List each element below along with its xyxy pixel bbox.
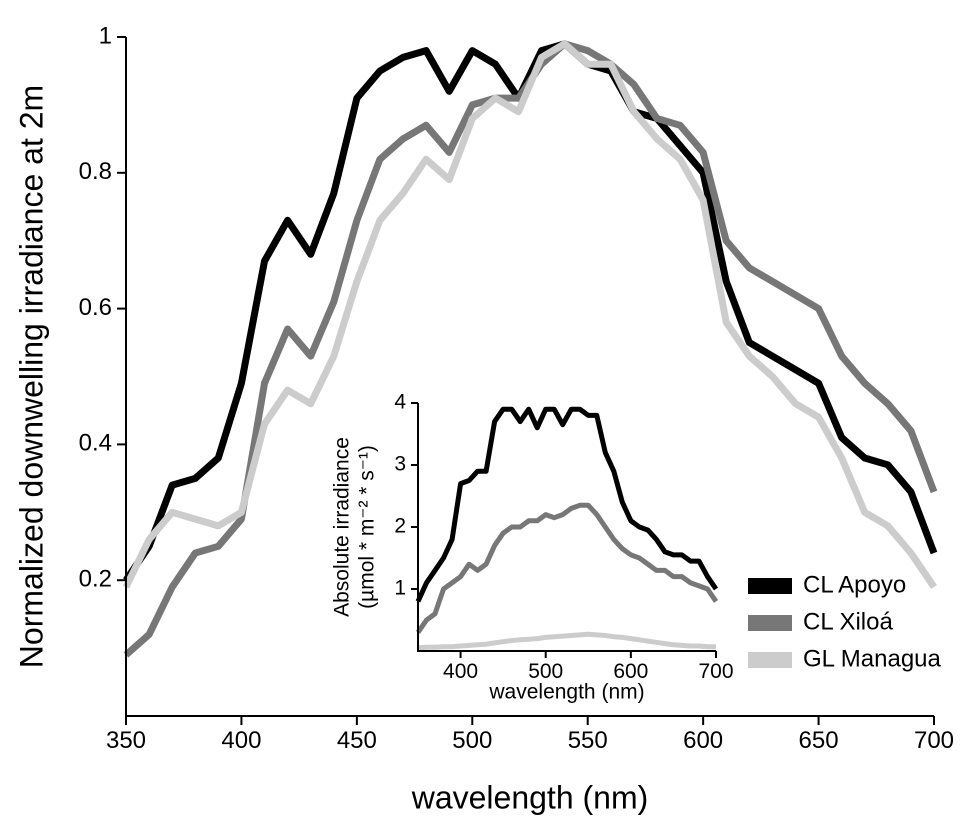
y-tick-label: 0.8 bbox=[79, 158, 112, 185]
x-tick-label: 500 bbox=[452, 727, 492, 754]
x-tick-label: 350 bbox=[106, 727, 146, 754]
y-tick-label: 0.4 bbox=[79, 430, 112, 457]
y-axis-label: Absolute irradiance bbox=[331, 437, 354, 617]
legend-swatch bbox=[748, 652, 792, 668]
legend-label: GL Managua bbox=[803, 645, 942, 672]
axis-line bbox=[417, 403, 716, 652]
x-tick-label: 600 bbox=[683, 727, 723, 754]
y-tick-label: 1 bbox=[394, 577, 406, 600]
x-tick-label: 450 bbox=[337, 727, 377, 754]
series-line bbox=[415, 502, 719, 634]
y-tick-label: 4 bbox=[394, 391, 406, 414]
x-tick-label: 700 bbox=[698, 660, 733, 683]
y-tick-label: 0.2 bbox=[79, 566, 112, 593]
legend-swatch bbox=[748, 578, 792, 594]
x-axis-label: wavelength (nm) bbox=[411, 779, 649, 815]
y-tick-label: 3 bbox=[394, 453, 406, 476]
y-tick-label: 1 bbox=[99, 22, 112, 49]
y-axis-label: (µmol * m⁻² * s⁻¹) bbox=[356, 445, 379, 609]
series-line bbox=[122, 40, 937, 589]
series-line bbox=[415, 406, 719, 603]
y-axis-label: Normalized downwelling irradiance at 2m bbox=[13, 85, 49, 668]
legend-swatch bbox=[748, 615, 792, 631]
series-line bbox=[417, 631, 716, 651]
y-tick-label: 2 bbox=[394, 515, 406, 538]
x-axis-label: wavelength (nm) bbox=[488, 681, 644, 704]
x-tick-label: 600 bbox=[613, 660, 648, 683]
x-tick-label: 500 bbox=[528, 660, 563, 683]
legend-label: CL Xiloá bbox=[803, 608, 893, 635]
series-line bbox=[123, 40, 938, 583]
legend-label: CL Apoyo bbox=[803, 571, 906, 598]
x-tick-label: 550 bbox=[568, 727, 608, 754]
inset-background bbox=[328, 378, 726, 696]
x-tick-label: 400 bbox=[221, 727, 261, 754]
x-tick-label: 650 bbox=[799, 727, 839, 754]
x-tick-label: 700 bbox=[914, 727, 954, 754]
y-tick-label: 0.6 bbox=[79, 294, 112, 321]
x-tick-label: 400 bbox=[443, 660, 478, 683]
